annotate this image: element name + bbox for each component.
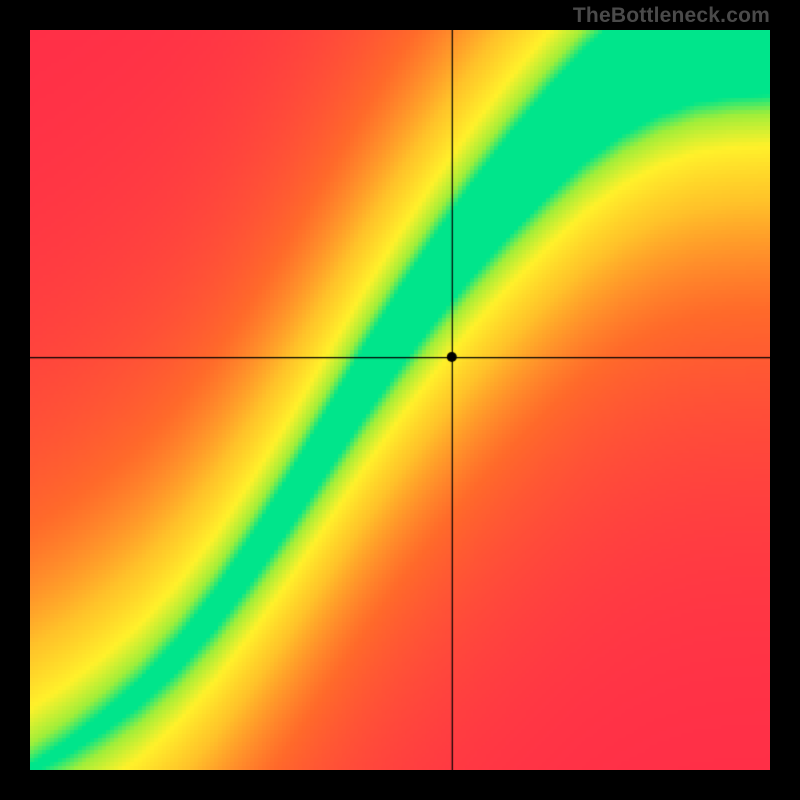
chart-frame: TheBottleneck.com bbox=[0, 0, 800, 800]
watermark-text: TheBottleneck.com bbox=[573, 4, 770, 28]
bottleneck-heatmap bbox=[30, 30, 770, 770]
plot-area bbox=[30, 30, 770, 770]
